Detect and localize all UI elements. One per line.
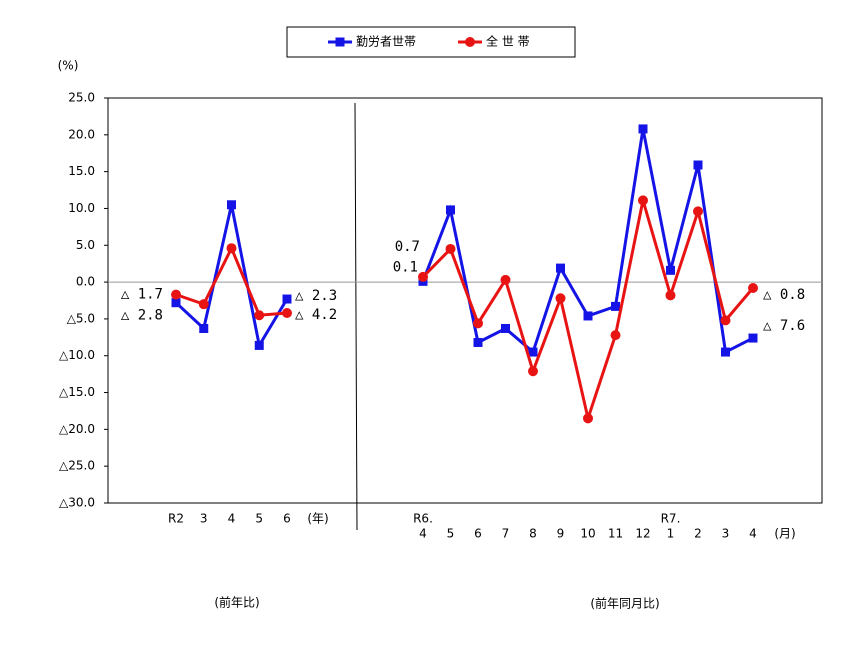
y-tick-label: 5.0: [76, 238, 95, 252]
data-point: [501, 323, 510, 333]
legend-marker: [335, 37, 345, 47]
y-tick-label: △5.0: [67, 311, 95, 325]
y-tick-label: 20.0: [68, 127, 95, 141]
data-point: [638, 124, 648, 134]
x-axis-label: (前年同月比): [590, 596, 659, 611]
data-point: [528, 347, 538, 357]
y-tick-label: 15.0: [68, 164, 95, 178]
data-point: [227, 200, 236, 210]
x-tick-label: 2: [694, 527, 702, 541]
x-tick-label: 6: [283, 512, 291, 526]
y-tick-label: △15.0: [59, 385, 95, 399]
series-line: [421, 199, 755, 424]
x-tick-label: 11: [608, 527, 623, 541]
data-point: [555, 293, 566, 304]
y-tick-label: △25.0: [59, 459, 95, 473]
data-point: [418, 271, 428, 282]
data-point: [500, 274, 511, 285]
data-point: [610, 330, 621, 341]
data-point: [171, 298, 181, 308]
data-point: [445, 243, 456, 254]
data-point: [556, 263, 565, 273]
x-tick-label: 1: [667, 527, 675, 541]
data-point: [748, 282, 758, 293]
y-tick-label: △30.0: [59, 496, 95, 510]
value-label: 0.7: [395, 239, 420, 255]
data-point: [473, 337, 483, 347]
data-point: [198, 299, 209, 310]
y-axis-label: (%): [58, 59, 79, 73]
data-point: [473, 318, 483, 329]
x-unit: (月): [774, 527, 795, 541]
y-tick-label: △10.0: [59, 348, 95, 362]
value-label: 0.1: [393, 259, 418, 275]
data-point: [720, 315, 731, 326]
value-label: △ 7.6: [763, 318, 805, 334]
data-point: [199, 323, 209, 333]
data-point: [282, 308, 292, 319]
data-point: [254, 310, 265, 321]
y-tick-label: 10.0: [68, 201, 95, 215]
plot-area: [107, 97, 823, 504]
value-label: △ 2.8: [121, 308, 163, 324]
data-point: [583, 311, 593, 321]
data-point: [282, 294, 292, 304]
value-label: △ 0.8: [763, 287, 805, 303]
series-line: [174, 204, 289, 350]
value-label: △ 4.2: [295, 307, 337, 323]
legend-label: 全 世 帯: [486, 34, 530, 49]
data-point: [226, 243, 237, 254]
x-year-label: R6.: [413, 512, 433, 526]
x-tick-label: 10: [580, 527, 595, 541]
x-tick-label: 4: [419, 527, 427, 541]
x-tick-label: 6: [474, 527, 482, 541]
x-tick-label: R2: [168, 512, 184, 526]
data-point: [254, 340, 264, 350]
x-tick-label: 3: [722, 527, 730, 541]
x-tick-label: 8: [529, 527, 537, 541]
x-tick-label: 9: [557, 527, 565, 541]
x-tick-label: 12: [635, 527, 650, 541]
data-point: [638, 195, 648, 206]
data-point: [446, 205, 455, 215]
data-point: [748, 333, 758, 343]
data-point: [171, 289, 181, 300]
x-axis-label: (前年比): [214, 595, 259, 610]
y-tick-label: △20.0: [59, 422, 95, 436]
data-point: [693, 160, 703, 170]
data-point: [583, 413, 593, 424]
x-tick-label: 4: [749, 527, 757, 541]
value-label: △ 2.3: [295, 288, 337, 304]
data-point: [528, 366, 538, 377]
x-tick-label: 4: [228, 512, 236, 526]
legend-label: 勤労者世帯: [356, 35, 416, 49]
x-year-label: R7.: [661, 512, 681, 526]
y-tick-label: 25.0: [68, 91, 95, 105]
data-point: [666, 265, 675, 275]
y-tick-label: 0.0: [76, 275, 95, 289]
data-point: [721, 347, 730, 357]
x-tick-label: 5: [447, 527, 455, 541]
data-point: [611, 301, 620, 311]
value-label: △ 1.7: [121, 287, 163, 303]
legend-marker: [465, 37, 475, 47]
x-tick-label: 7: [502, 527, 510, 541]
data-point: [693, 206, 703, 217]
x-unit: (年): [307, 512, 328, 526]
x-tick-label: 5: [255, 512, 263, 526]
x-tick-label: 3: [200, 512, 208, 526]
panel-divider: [354, 102, 358, 531]
data-point: [665, 290, 676, 301]
